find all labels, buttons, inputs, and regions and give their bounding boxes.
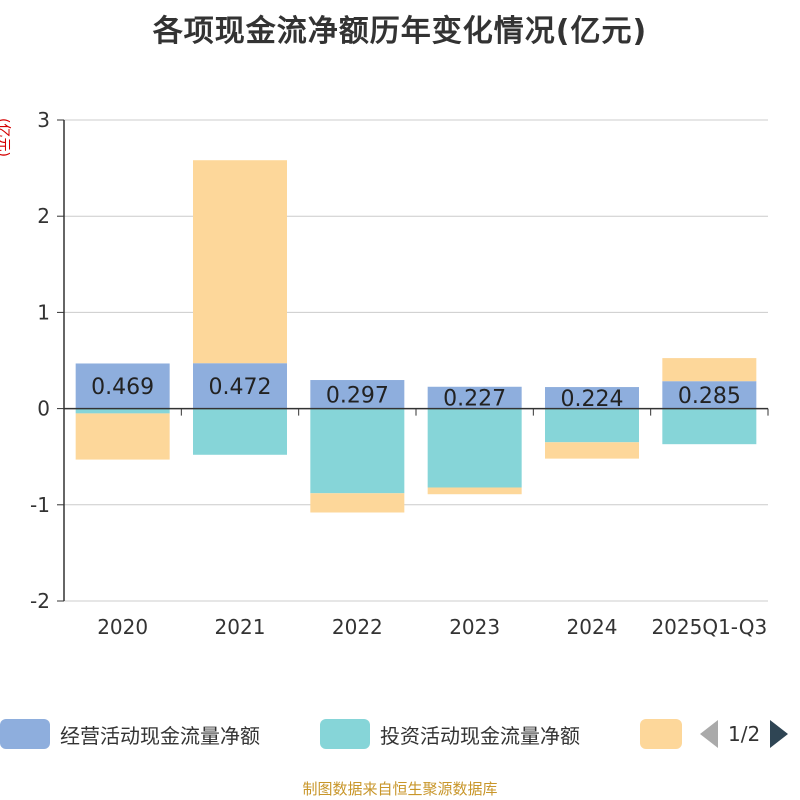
- bar-segment-operating: [193, 363, 287, 409]
- data-label-operating: 0.285: [678, 384, 741, 409]
- legend-swatch-operating: [0, 719, 50, 749]
- y-tick-label: -1: [30, 493, 50, 517]
- x-tick-label: 2023: [449, 615, 500, 639]
- bar-segment-investing: [662, 408, 757, 445]
- data-source-note: 制图数据来自恒生聚源数据库: [302, 780, 498, 798]
- x-tick-label: 2022: [332, 615, 383, 639]
- legend-item-investing[interactable]: 投资活动现金流量净额: [320, 716, 580, 752]
- legend-next-page-icon[interactable]: [770, 720, 789, 748]
- bar-segment-investing: [75, 408, 170, 414]
- y-tick-label: 0: [37, 397, 50, 421]
- x-tick-label: 2024: [567, 615, 618, 639]
- data-label-operating: 0.227: [443, 387, 506, 412]
- y-tick-label: -2: [30, 589, 50, 613]
- legend-item-operating[interactable]: 经营活动现金流量净额: [0, 716, 260, 752]
- y-tick-label: 2: [37, 204, 50, 228]
- bar-segment-operating: [545, 387, 639, 409]
- legend: 经营活动现金流量净额 投资活动现金流量净额: [0, 716, 800, 756]
- bar-segment-operating: [427, 386, 522, 409]
- data-label-operating: 0.297: [326, 383, 389, 408]
- legend-prev-page-icon[interactable]: [700, 720, 718, 748]
- stacked-bar-chart: -2 -1 0 1 2 3 0.469 2020 0.472 2021 0.297 2022 0.227…: [30, 108, 769, 639]
- x-tick-label: 2025Q1-Q3: [651, 615, 767, 639]
- bar-segment-operating: [75, 363, 170, 409]
- chart-title: 各项现金流净额历年变化情况(亿元): [152, 14, 648, 49]
- bar-segment-financing: [193, 160, 287, 364]
- bar-segment-financing: [310, 493, 405, 513]
- legend-label-operating: 经营活动现金流量净额: [60, 723, 260, 748]
- bar-segment-financing: [545, 442, 639, 459]
- bar-segment-operating: [310, 380, 405, 409]
- bar-segment-financing: [662, 358, 757, 382]
- bar-segment-operating: [662, 381, 757, 409]
- y-tick-label: 3: [37, 108, 50, 132]
- bar-segment-investing: [193, 408, 287, 455]
- bar-segment-investing: [310, 408, 405, 494]
- data-label-operating: 0.472: [209, 375, 272, 400]
- legend-swatch-financing: [640, 719, 682, 749]
- data-label-operating: 0.224: [561, 387, 624, 412]
- legend-page-indicator: 1/2: [728, 722, 761, 746]
- legend-label-investing: 投资活动现金流量净额: [380, 723, 580, 748]
- legend-item-financing[interactable]: [640, 716, 692, 752]
- y-tick-label: 1: [37, 300, 50, 324]
- legend-pager: 1/2: [700, 716, 789, 752]
- bar-segment-investing: [545, 408, 639, 443]
- bar-segment-investing: [427, 408, 522, 488]
- legend-swatch-investing: [320, 719, 370, 749]
- x-tick-label: 2020: [97, 615, 148, 639]
- bar-segment-financing: [75, 413, 170, 460]
- data-label-operating: 0.469: [91, 375, 154, 400]
- bar-segment-financing: [427, 487, 522, 495]
- x-tick-label: 2021: [215, 615, 266, 639]
